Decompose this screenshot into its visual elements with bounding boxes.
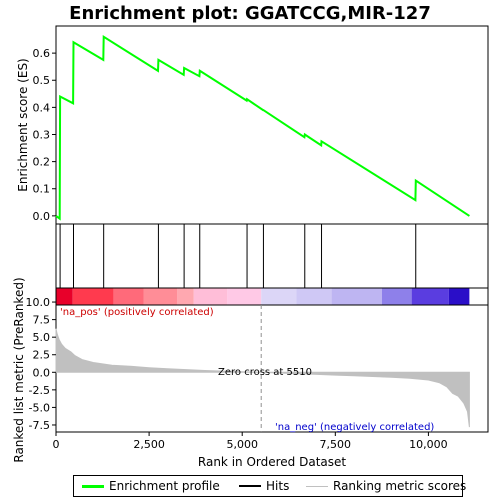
metric-y-tick-label: 2.5 [33,349,51,362]
metric-panel: 10.0 7.5 5.0 2.5 0.0 -2.5 -5.0 -7.5 'na_pos' (p… [26,287,489,433]
legend-label-hits: Hits [266,479,290,493]
heat-band [331,288,382,305]
metric-y-tick-label: 10.0 [26,296,51,309]
metric-y-tick-label: 5.0 [33,331,51,344]
heat-band [381,288,412,305]
legend-item-hits: Hits [239,479,289,493]
es-y-tick-label: 0.5 [33,74,51,87]
metric-y-tick-label: 0.0 [33,366,51,379]
heat-band [72,288,114,305]
na-pos-label: 'na_pos' (positively correlated) [60,307,214,318]
metric-y-tick-label: -7.5 [29,419,50,432]
hits-panel [55,223,489,289]
legend: Enrichment profile Hits Ranking metric s… [73,475,466,497]
ranking-metric-area [55,328,470,428]
rank-heatmap-bar [55,287,489,306]
x-axis: 0 2,500 5,000 7,500 10,000 [53,432,448,451]
legend-item-metric: Ranking metric scores [306,479,466,493]
es-y-ticks: 0.0 0.1 0.2 0.3 0.4 0.5 0.6 [33,47,56,223]
heat-band [411,288,449,305]
heat-band [261,288,297,305]
hit-lines [59,224,417,288]
es-y-tick-label: 0.3 [33,128,51,141]
heat-band [448,288,470,305]
na-neg-label: 'na_neg' (negatively correlated) [275,422,434,433]
es-y-tick-label: 0.1 [33,183,51,196]
metric-y-axis-label: Ranked list metric (PreRanked) [12,277,26,462]
metric-y-tick-label: 7.5 [33,314,51,327]
heat-band [143,288,178,305]
heat-band [296,288,332,305]
heat-band [193,288,228,305]
chart-title: Enrichment plot: GGATCCG,MIR-127 [69,3,431,24]
x-tick-label: 10,000 [409,438,448,451]
metric-y-tick-label: -2.5 [29,384,50,397]
x-tick-label: 7,500 [320,438,352,451]
enrichment-profile-line [55,35,470,221]
metric-y-ticks: 10.0 7.5 5.0 2.5 0.0 -2.5 -5.0 -7.5 [26,296,56,432]
heat-band [227,288,262,305]
heat-band [113,288,144,305]
hits-panel-frame [55,223,489,289]
enrichment-swatch [82,484,104,488]
legend-label-enrichment: Enrichment profile [109,479,220,493]
zero-cross-label: Zero cross at 5510 [218,367,312,378]
es-panel-frame [55,25,489,225]
es-y-tick-label: 0.6 [33,47,51,60]
legend-label-metric: Ranking metric scores [333,479,467,493]
hits-swatch [239,485,261,487]
x-tick-label: 2,500 [133,438,165,451]
es-y-tick-label: 0.4 [33,101,51,114]
legend-item-enrichment: Enrichment profile [82,479,220,493]
x-tick-label: 5,000 [226,438,258,451]
heat-band [56,288,73,305]
metric-y-tick-label: -5.0 [29,401,50,414]
heat-bands [56,288,470,305]
es-panel: 0.0 0.1 0.2 0.3 0.4 0.5 0.6 [33,25,489,225]
es-y-axis-label: Enrichment score (ES) [16,58,30,191]
x-tick-label: 0 [53,438,60,451]
x-axis-label: Rank in Ordered Dataset [198,455,346,469]
es-y-tick-label: 0.0 [33,210,51,223]
heat-band [177,288,194,305]
metric-swatch [306,485,328,487]
es-y-tick-label: 0.2 [33,156,51,169]
